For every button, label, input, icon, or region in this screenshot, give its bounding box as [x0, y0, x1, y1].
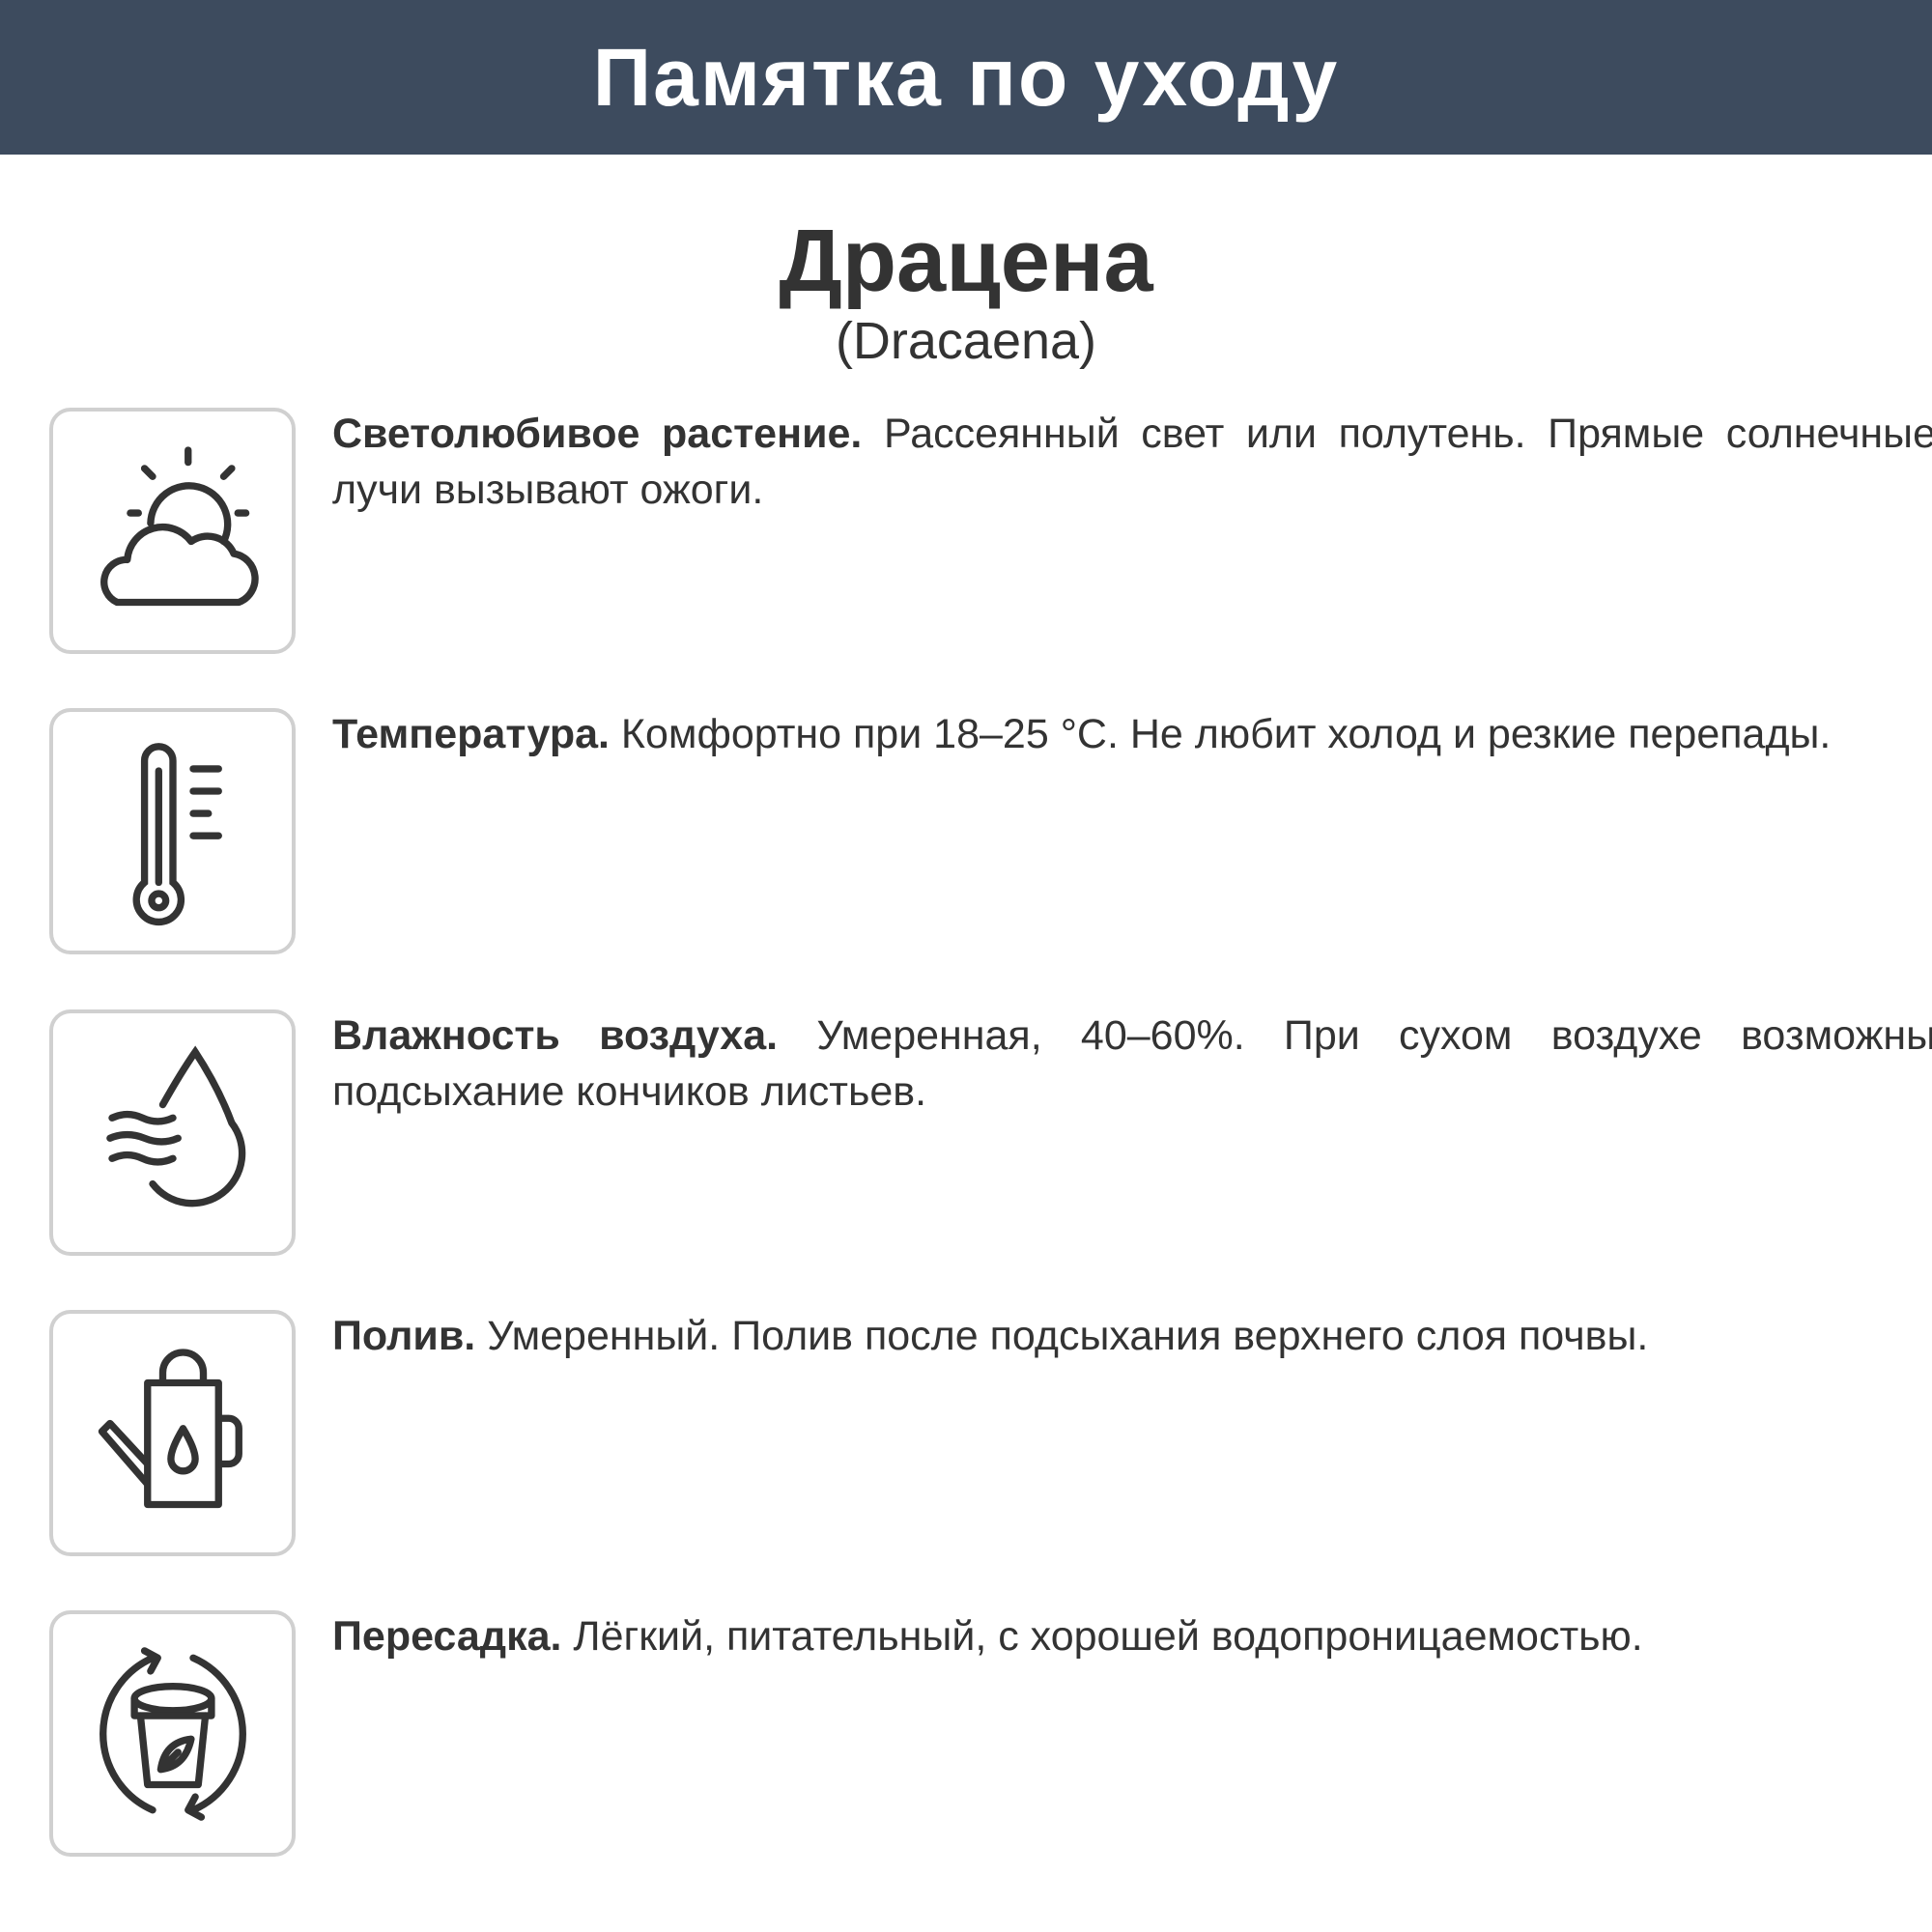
- care-item-description: Умеренная, 40–60%. При сухом воздухе воз…: [332, 1012, 1932, 1115]
- care-item-text: Пересадка. Лёгкий, питательный, с хороше…: [332, 1608, 1932, 1664]
- thermometer-icon: [49, 708, 296, 954]
- care-item-description: Лёгкий, питательный, с хорошей водопрони…: [573, 1613, 1643, 1660]
- page-title: Памятка по уходу: [592, 31, 1340, 123]
- care-item-temperature: Температура. Комфортно при 18–25 °C. Не …: [49, 708, 1885, 954]
- care-item-description: Умеренный. Полив после подсыхания верхне…: [487, 1313, 1649, 1359]
- humidity-drop-icon: [49, 1009, 296, 1256]
- plant-name: Драцена: [779, 212, 1153, 310]
- sun-cloud-icon: [49, 408, 296, 654]
- watering-can-icon: [49, 1310, 296, 1556]
- header-banner: Памятка по уходу: [0, 0, 1932, 155]
- care-item-title: Светолюбивое растение.: [332, 411, 863, 457]
- repot-icon: [49, 1610, 296, 1857]
- care-item-humidity: Влажность воздуха. Умеренная, 40–60%. Пр…: [49, 1009, 1932, 1256]
- plant-latin-name: (Dracaena): [835, 312, 1097, 370]
- care-item-description: Комфортно при 18–25 °C. Не любит холод и…: [620, 711, 1832, 757]
- care-item-watering: Полив. Умеренный. Полив после подсыхания…: [49, 1310, 1885, 1556]
- care-item-title: Полив.: [332, 1313, 476, 1359]
- care-item-title: Температура.: [332, 711, 610, 757]
- care-item-text: Светолюбивое растение. Рассеянный свет и…: [332, 406, 1932, 518]
- care-item-repotting: Пересадка. Лёгкий, питательный, с хороше…: [49, 1610, 1885, 1857]
- care-item-light: Светолюбивое растение. Рассеянный свет и…: [49, 408, 1932, 654]
- care-item-description: Рассеянный свет или полутень. Прямые сол…: [332, 411, 1932, 513]
- care-item-text: Полив. Умеренный. Полив после подсыхания…: [332, 1308, 1932, 1364]
- care-item-text: Температура. Комфортно при 18–25 °C. Не …: [332, 706, 1932, 762]
- care-item-title: Пересадка.: [332, 1613, 562, 1660]
- care-item-title: Влажность воздуха.: [332, 1012, 779, 1059]
- care-item-text: Влажность воздуха. Умеренная, 40–60%. Пр…: [332, 1008, 1932, 1120]
